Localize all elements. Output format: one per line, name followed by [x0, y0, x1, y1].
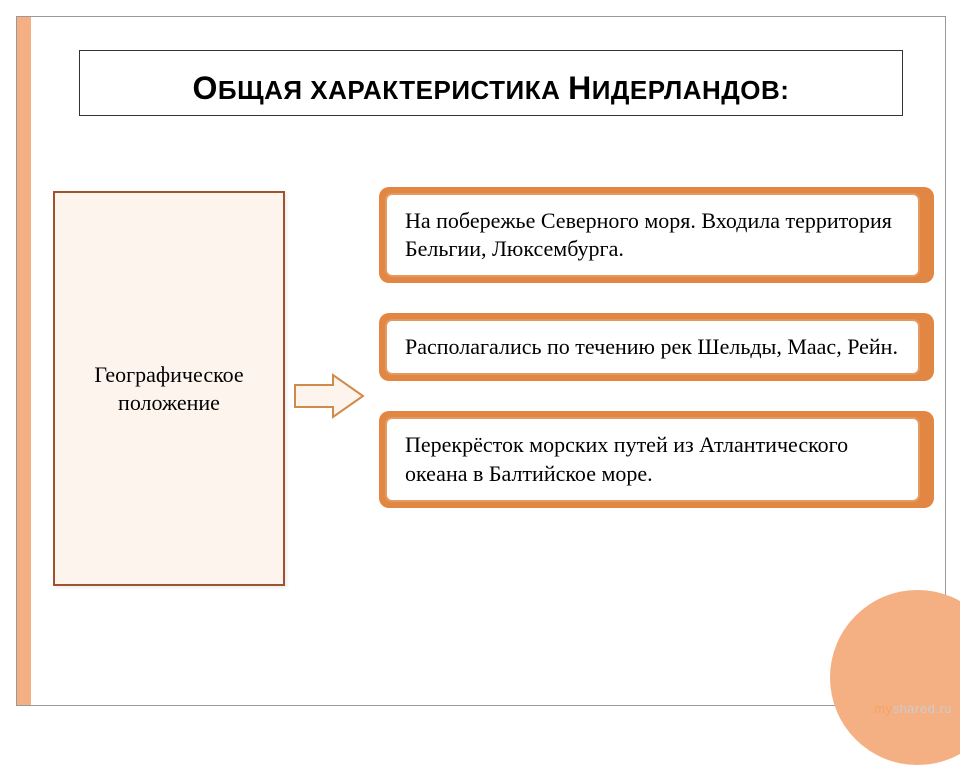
item-box: Перекрёсток морских путей из Атлантическ…	[379, 411, 934, 507]
items-column: На побережье Северного моря. Входила тер…	[379, 187, 934, 538]
item-text: На побережье Северного моря. Входила тер…	[385, 193, 920, 277]
arrow-icon	[293, 373, 365, 419]
item-text: Располагались по течению рек Шельды, Маа…	[385, 319, 920, 375]
category-box: Географическое положение	[53, 191, 285, 586]
arrow-shape	[295, 375, 363, 417]
title-rest-1: БЩАЯ ХАРАКТЕРИСТИКА	[218, 75, 568, 105]
title-cap-1: О	[193, 70, 218, 106]
slide-title: ОБЩАЯ ХАРАКТЕРИСТИКА НИДЕРЛАНДОВ:	[193, 70, 790, 107]
title-cap-2: Н	[568, 70, 592, 106]
watermark-prefix: my	[874, 701, 892, 716]
category-label: Географическое положение	[65, 361, 273, 416]
watermark-rest: shared.ru	[893, 701, 952, 716]
corner-circle-icon	[830, 590, 960, 765]
title-box: ОБЩАЯ ХАРАКТЕРИСТИКА НИДЕРЛАНДОВ:	[79, 50, 903, 116]
item-box: Располагались по течению рек Шельды, Маа…	[379, 313, 934, 381]
slide-frame: ОБЩАЯ ХАРАКТЕРИСТИКА НИДЕРЛАНДОВ: Геогра…	[16, 16, 946, 706]
title-colon: :	[780, 75, 789, 105]
item-text: Перекрёсток морских путей из Атлантическ…	[385, 417, 920, 501]
title-rest-2: ИДЕРЛАНДОВ	[592, 75, 781, 105]
watermark: myshared.ru	[874, 701, 952, 716]
accent-bar	[17, 17, 31, 705]
item-box: На побережье Северного моря. Входила тер…	[379, 187, 934, 283]
